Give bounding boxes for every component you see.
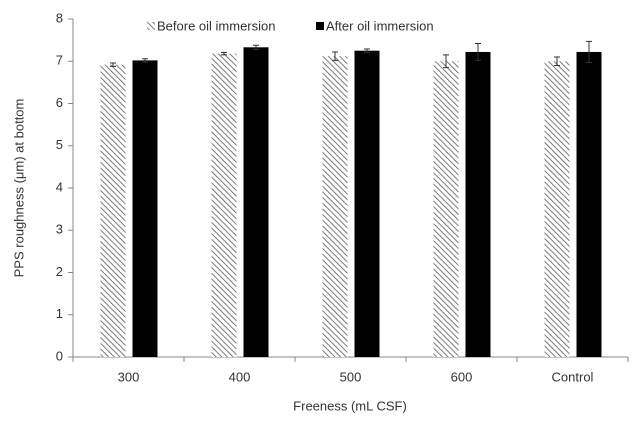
bar	[354, 50, 380, 357]
error-bar	[332, 51, 338, 61]
y-tick-label: 3	[56, 222, 63, 237]
x-tick-label: 400	[229, 369, 251, 384]
bar	[100, 64, 126, 357]
error-bar	[554, 56, 560, 66]
bar	[132, 60, 158, 357]
bar	[211, 53, 237, 358]
legend-swatch	[147, 22, 155, 30]
x-tick-label: 600	[451, 369, 473, 384]
error-bar	[475, 43, 481, 61]
bar	[243, 47, 269, 358]
error-bar	[586, 40, 592, 64]
x-axis-label: Freeness (mL CSF)	[293, 398, 407, 413]
y-axis-label: PPS roughness (μm) at bottom	[11, 99, 26, 278]
y-tick-label: 2	[56, 264, 63, 279]
y-tick-label: 4	[56, 179, 63, 194]
bar	[322, 56, 348, 358]
y-tick-label: 8	[56, 10, 63, 25]
error-bar	[110, 62, 116, 67]
error-bar	[253, 44, 259, 50]
y-tick-label: 0	[56, 348, 63, 363]
error-bar	[364, 48, 370, 53]
y-tick-label: 6	[56, 95, 63, 110]
y-tick-label: 7	[56, 53, 63, 68]
legend-label: After oil immersion	[326, 18, 434, 33]
bar	[544, 61, 570, 357]
error-bar	[443, 54, 449, 69]
bar	[433, 61, 459, 357]
bar	[465, 51, 491, 358]
y-tick-label: 1	[56, 306, 63, 321]
legend-label: Before oil immersion	[157, 18, 276, 33]
x-tick-label: Control	[552, 369, 594, 384]
x-tick-label: 500	[340, 369, 362, 384]
x-tick-label: 300	[118, 369, 140, 384]
error-bar	[142, 58, 148, 63]
y-tick-label: 5	[56, 137, 63, 152]
bar	[576, 51, 602, 358]
legend-swatch	[316, 22, 324, 30]
error-bar	[221, 51, 227, 56]
